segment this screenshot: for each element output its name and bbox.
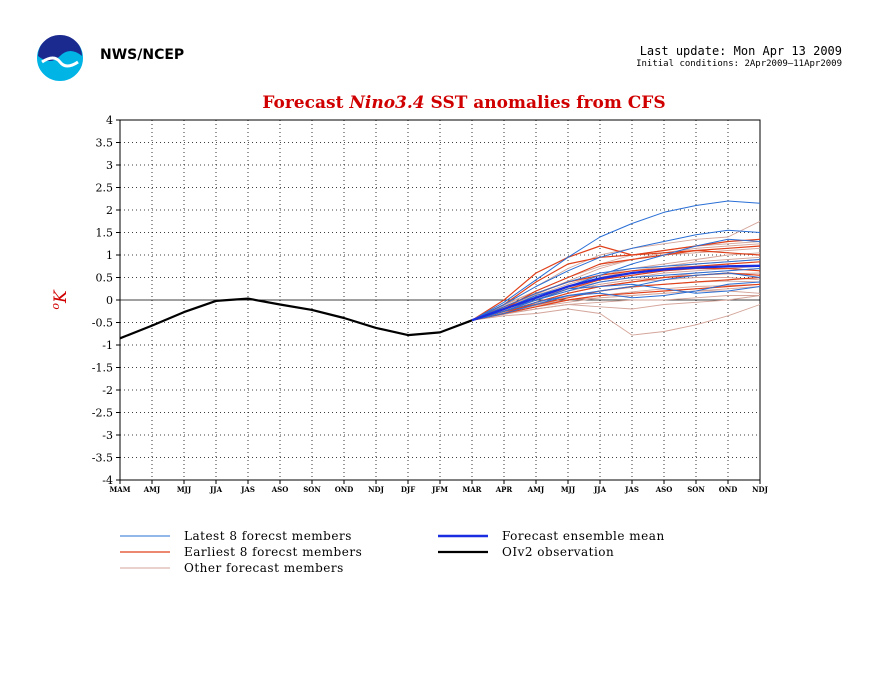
x-tick-label: OND xyxy=(719,485,738,494)
legend-label-forecast-ensemble-mean: Forecast ensemble mean xyxy=(502,529,665,543)
x-tick-label: AMJ xyxy=(143,485,161,494)
y-tick-label: -0.5 xyxy=(92,317,113,330)
other-forecast-members-line-12 xyxy=(471,243,761,321)
forecast-ensemble-mean-line xyxy=(471,264,761,322)
latest-8-forecst-members-line-7 xyxy=(471,281,761,321)
latest-8-forecst-members-line-4 xyxy=(471,268,761,321)
y-tick-label: 4 xyxy=(106,114,113,127)
y-tick-label: -1.5 xyxy=(92,362,113,375)
x-tick-label: SON xyxy=(687,485,705,494)
y-axis-label: oK xyxy=(49,289,71,310)
x-tick-label: ASO xyxy=(655,485,673,494)
earliest-8-forecst-members-line-1 xyxy=(471,238,761,321)
latest-8-forecst-members-line-1 xyxy=(471,200,761,321)
latest-8-forecst-members-line-2 xyxy=(471,229,761,321)
x-tick-label: MAM xyxy=(110,485,131,494)
x-tick-label: ASO xyxy=(271,485,289,494)
x-tick-label: SON xyxy=(303,485,321,494)
other-forecast-members-line-13 xyxy=(471,295,760,321)
other-forecast-members-line-1 xyxy=(471,304,761,336)
latest-8-forecst-members-line-8 xyxy=(471,259,761,321)
y-tick-label: -4 xyxy=(102,474,113,487)
x-tick-label: JAS xyxy=(240,485,255,494)
noaa-logo xyxy=(35,33,85,83)
x-tick-label: NDJ xyxy=(368,485,384,494)
y-tick-label: 2.5 xyxy=(96,182,114,195)
y-tick-label: -3.5 xyxy=(92,452,113,465)
legend: Latest 8 forecst members Earliest 8 forec… xyxy=(120,529,665,575)
axes: 4 3.5 3 2.5 2 1.5 1 0.5 0 -0.5 -1 -1.5 -2 -2.5 -3 -3.5 -… xyxy=(92,114,769,494)
chart-title: Forecast Nino3.4 SST anomalies from CFS xyxy=(262,93,665,113)
y-tick-label: 1 xyxy=(106,249,113,262)
x-tick-label: NDJ xyxy=(752,485,768,494)
legend-label-latest-8-forecst-members: Latest 8 forecst members xyxy=(184,529,352,543)
grid xyxy=(120,120,760,480)
y-tick-label: 0 xyxy=(106,294,113,307)
x-tick-label: JJA xyxy=(593,485,607,494)
initial-conditions: Initial conditions: 2Apr2009–11Apr2009 xyxy=(636,59,842,69)
x-tick-label: APR xyxy=(495,485,513,494)
oiv2-observation-line xyxy=(119,297,473,340)
legend-label-earliest-8-forecst-members: Earliest 8 forecst members xyxy=(184,545,362,559)
earliest-8-forecst-members-line-2 xyxy=(471,245,761,321)
y-tick-label: 1.5 xyxy=(96,227,114,240)
y-tick-label: 2 xyxy=(106,204,113,217)
y-tick-label: -1 xyxy=(102,339,113,352)
y-tick-label: -2.5 xyxy=(92,407,113,420)
y-tick-label: -2 xyxy=(102,384,113,397)
y-tick-label: 3.5 xyxy=(96,137,114,150)
y-tick-label: -3 xyxy=(102,429,113,442)
last-update: Last update: Mon Apr 13 2009 xyxy=(639,44,842,58)
y-tick-label: 0.5 xyxy=(96,272,114,285)
legend-label-oiv2-observation: OIv2 observation xyxy=(502,545,614,559)
x-tick-label: OND xyxy=(335,485,354,494)
x-tick-label: JJA xyxy=(209,485,223,494)
agency-label: NWS/NCEP xyxy=(100,47,185,63)
x-tick-label: AMJ xyxy=(527,485,545,494)
x-tick-label: DJF xyxy=(401,485,415,494)
x-tick-label: JFM xyxy=(431,485,448,494)
y-tick-label: 3 xyxy=(106,159,113,172)
x-tick-label: JAS xyxy=(624,485,639,494)
x-tick-label: MAR xyxy=(463,485,482,494)
latest-8-forecst-members-line-5 xyxy=(471,272,761,321)
legend-label-other-forecast-members: Other forecast members xyxy=(184,561,344,575)
series-group xyxy=(119,200,761,340)
x-tick-label: MJJ xyxy=(561,485,576,494)
x-tick-label: MJJ xyxy=(177,485,192,494)
